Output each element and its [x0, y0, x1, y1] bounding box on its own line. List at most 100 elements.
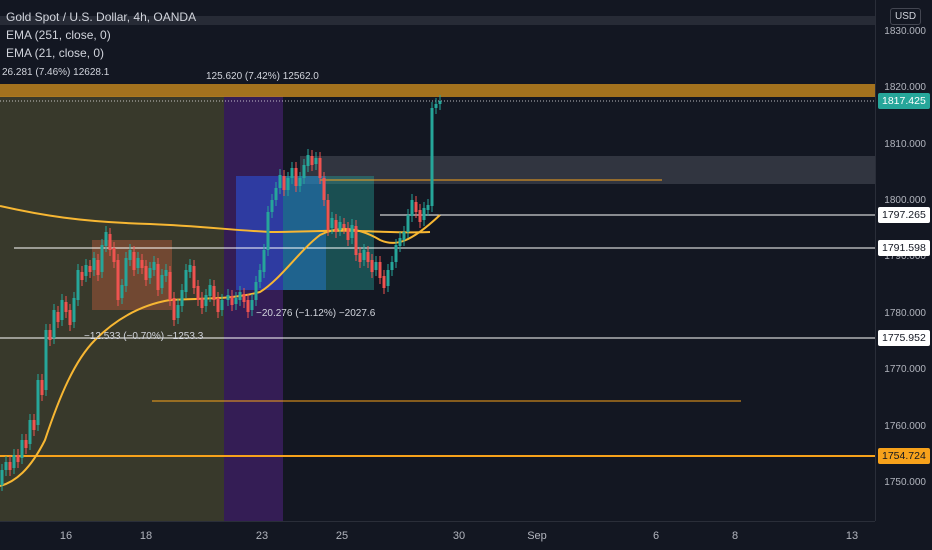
- orange-box: [92, 240, 172, 310]
- candle-body: [290, 168, 294, 178]
- candle-body: [88, 266, 92, 272]
- ema-251-label[interactable]: EMA (251, close, 0): [6, 28, 111, 42]
- candle-body: [176, 305, 180, 318]
- candle-body: [406, 215, 410, 232]
- candle-body: [0, 470, 4, 485]
- candle-body: [370, 260, 374, 272]
- candle-body: [152, 262, 156, 270]
- candle-body: [184, 270, 188, 292]
- candle-body: [28, 420, 32, 444]
- candle-body: [354, 226, 358, 255]
- candle-body: [200, 298, 204, 308]
- candle-body: [40, 380, 44, 395]
- candle-body: [16, 455, 20, 462]
- candle-body: [362, 250, 366, 260]
- time-axis[interactable]: 16 18 23 25 30 Sep 6 8 13: [0, 521, 875, 550]
- candle-body: [36, 380, 40, 425]
- candle-body: [350, 225, 354, 238]
- candle-body: [172, 298, 176, 320]
- candle-body: [136, 258, 140, 268]
- price-tag: 1754.724: [878, 448, 930, 464]
- candle-body: [430, 108, 434, 206]
- candle-body: [318, 158, 322, 178]
- candle-body: [148, 268, 152, 278]
- candle-body: [220, 300, 224, 310]
- price-tick-label: 1780.000: [884, 308, 926, 319]
- candle-body: [386, 270, 390, 286]
- candle-body: [322, 178, 326, 200]
- measure-label-bottom-left: −12.533 (−0.70%) −1253.3: [84, 331, 204, 342]
- price-tag: 1775.952: [878, 330, 930, 346]
- candle-body: [226, 295, 230, 300]
- candles-group: [0, 95, 442, 491]
- candle-body: [298, 178, 302, 186]
- candle-body: [156, 264, 160, 290]
- candle-body: [208, 285, 212, 296]
- olive-zone: [0, 96, 224, 521]
- time-tick-label: 8: [731, 530, 739, 542]
- candle-body: [60, 300, 64, 320]
- candle-body: [32, 420, 36, 430]
- candle-body: [378, 262, 382, 278]
- candle-body: [286, 178, 290, 190]
- candle-body: [390, 262, 394, 270]
- candle-body: [24, 440, 28, 448]
- candle-body: [230, 296, 234, 305]
- candle-body: [4, 462, 8, 470]
- candle-body: [100, 245, 104, 272]
- candle-body: [192, 266, 196, 288]
- price-tick-label: 1810.000: [884, 139, 926, 150]
- candle-body: [8, 462, 12, 470]
- price-tick-label: 1830.000: [884, 26, 926, 37]
- candle-body: [398, 238, 402, 246]
- candle-body: [338, 222, 342, 230]
- candle-body: [104, 232, 108, 246]
- time-tick-label: 16: [59, 530, 73, 542]
- candle-body: [330, 218, 334, 228]
- ema-21-label[interactable]: EMA (21, close, 0): [6, 46, 105, 60]
- candle-body: [394, 245, 398, 262]
- candle-body: [76, 270, 80, 300]
- time-tick-label: 18: [139, 530, 153, 542]
- candle-body: [160, 275, 164, 288]
- currency-label[interactable]: USD: [890, 8, 922, 25]
- price-axis[interactable]: USD 1830.000 1820.000 1810.000 1800.000 1790…: [875, 0, 932, 521]
- price-tick-label: 1770.000: [884, 364, 926, 375]
- candle-body: [278, 175, 282, 188]
- candle-body: [108, 234, 112, 250]
- candle-body: [374, 262, 378, 270]
- price-tick-label: 1750.000: [884, 477, 926, 488]
- candle-body: [84, 265, 88, 276]
- candle-body: [262, 250, 266, 272]
- candle-body: [64, 302, 68, 312]
- price-tick-label: 1820.000: [884, 82, 926, 93]
- candle-body: [124, 258, 128, 286]
- candle-body: [294, 168, 298, 186]
- candle-body: [188, 265, 192, 272]
- candle-body: [140, 260, 144, 268]
- candle-body: [266, 212, 270, 250]
- candle-body: [80, 272, 84, 280]
- price-tick-label: 1760.000: [884, 421, 926, 432]
- candle-body: [128, 250, 132, 260]
- candle-body: [346, 228, 350, 240]
- candle-body: [116, 260, 120, 300]
- candle-body: [92, 258, 96, 270]
- resistance-band: [0, 84, 875, 97]
- candle-body: [422, 208, 426, 220]
- price-tag: 1817.425: [878, 93, 930, 109]
- time-tick-label: 6: [652, 530, 660, 542]
- candle-body: [242, 294, 246, 302]
- candle-body: [314, 158, 318, 164]
- gray-zone: [300, 156, 875, 184]
- price-chart[interactable]: [0, 0, 875, 521]
- candle-body: [72, 298, 76, 322]
- candle-body: [96, 260, 100, 275]
- candle-body: [68, 310, 72, 325]
- candle-body: [418, 210, 422, 222]
- chart-area[interactable]: Gold Spot / U.S. Dollar, 4h, OANDA EMA (…: [0, 0, 875, 521]
- symbol-title[interactable]: Gold Spot / U.S. Dollar, 4h, OANDA: [6, 10, 197, 24]
- candle-body: [382, 276, 386, 288]
- candle-body: [144, 266, 148, 280]
- candle-body: [52, 310, 56, 338]
